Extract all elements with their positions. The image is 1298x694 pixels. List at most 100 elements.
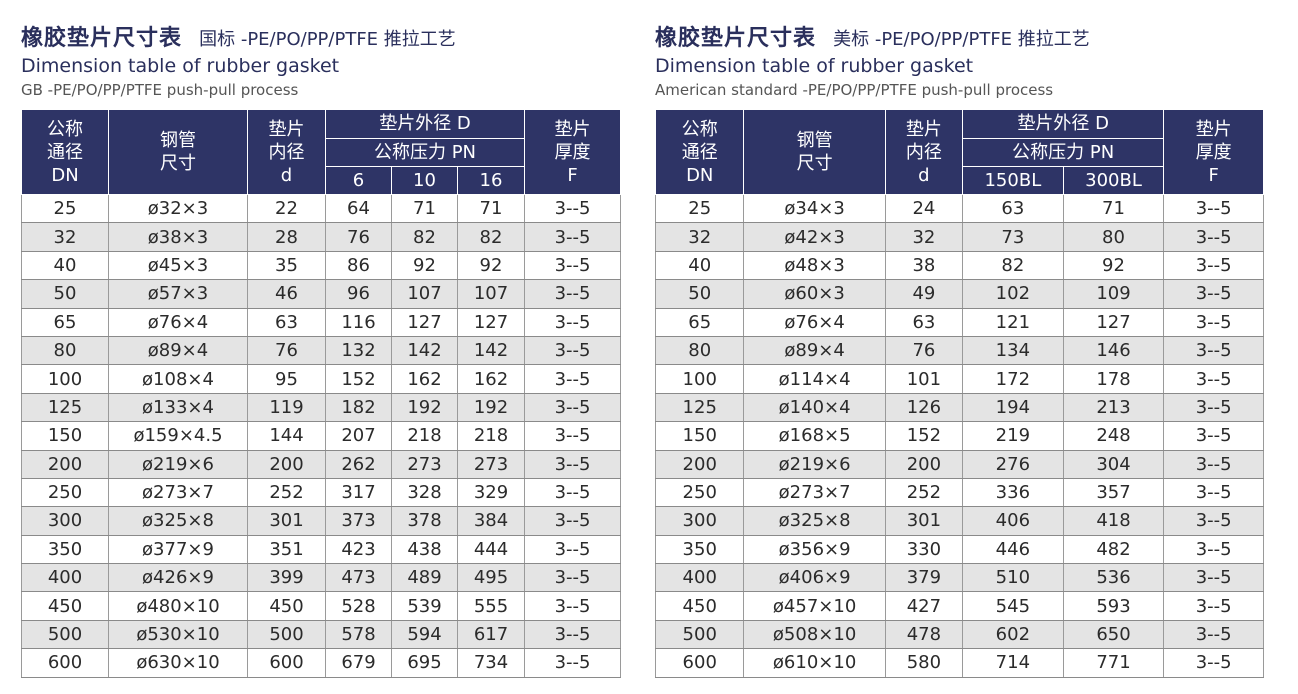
table-cell: 357 [1062, 478, 1165, 508]
table-row: 150 ø168×5 152 219 248 3--5 [654, 421, 1264, 451]
table-cell: ø630×10 [108, 648, 248, 678]
table-cell: ø42×3 [743, 222, 886, 252]
table-cell: 71 [456, 194, 526, 224]
table-cell: 100 [21, 364, 109, 394]
table-cell: 126 [884, 393, 964, 423]
table-row: 80 ø89×4 76 134 146 3--5 [654, 336, 1264, 366]
table-cell: 600 [247, 648, 326, 678]
table-cell: 63 [962, 194, 1064, 224]
table-row: 350 ø377×9 351 423 438 444 3--5 [21, 535, 622, 565]
table-cell: 555 [456, 591, 526, 621]
subtitle-english: American standard -PE/PO/PP/PTFE push-pu… [655, 81, 1054, 99]
table-cell: 3--5 [1163, 279, 1264, 309]
page-title: 橡胶垫片尺寸表 [21, 26, 183, 51]
table-cell: 3--5 [524, 450, 622, 479]
table-cell: 119 [247, 393, 326, 423]
table-cell: 3--5 [1163, 591, 1264, 621]
header-pn-6: 6 [325, 166, 392, 195]
table-cell: ø45×3 [108, 251, 248, 281]
table-cell: 172 [962, 364, 1064, 394]
table-cell: 28 [247, 222, 326, 252]
table-cell: 482 [1062, 535, 1165, 565]
table-cell: 162 [391, 364, 458, 394]
table-cell: ø114×4 [743, 364, 886, 394]
table-cell: 50 [21, 279, 109, 309]
title-line: 橡胶垫片尺寸表 美标 -PE/PO/PP/PTFE 推拉工艺 [655, 20, 1090, 51]
table-cell: 450 [654, 591, 745, 621]
table-cell: 450 [21, 591, 109, 621]
table-cell: 127 [456, 308, 526, 337]
table-cell: 3--5 [1163, 251, 1264, 281]
table-cell: 152 [884, 421, 964, 451]
table-cell: 32 [654, 222, 745, 252]
header-inner-diameter: 垫片 内径 d [247, 109, 326, 195]
page-title: 橡胶垫片尺寸表 [655, 26, 817, 51]
table-cell: 450 [247, 591, 326, 621]
header-outer-diameter: 垫片外径 D [962, 109, 1165, 139]
table-cell: ø377×9 [108, 535, 248, 565]
table-row: 25 ø32×3 22 64 71 71 3--5 [21, 194, 622, 224]
table-cell: 580 [884, 648, 964, 678]
table-cell: 107 [391, 279, 458, 309]
table-cell: 473 [325, 563, 392, 593]
table-cell: 478 [884, 620, 964, 650]
table-cell: 80 [21, 336, 109, 366]
table-cell: 600 [21, 648, 109, 678]
table-cell: ø273×7 [108, 478, 248, 508]
table-cell: 679 [325, 648, 392, 678]
table-cell: 248 [1062, 421, 1165, 451]
table-cell: 3--5 [524, 222, 622, 252]
table-cell: 593 [1062, 591, 1165, 621]
table-row: 600 ø630×10 600 679 695 734 3--5 [21, 648, 622, 678]
table-cell: 82 [391, 222, 458, 252]
header-pn-300bl: 300BL [1062, 166, 1165, 195]
table-row: 400 ø426×9 399 473 489 495 3--5 [21, 563, 622, 593]
table-cell: ø219×6 [108, 450, 248, 479]
table-cell: 200 [21, 450, 109, 479]
table-cell: ø89×4 [743, 336, 886, 366]
table-cell: 142 [391, 336, 458, 366]
table-cell: 444 [456, 535, 526, 565]
table-cell: ø168×5 [743, 421, 886, 451]
table-cell: 178 [1062, 364, 1165, 394]
header-dn: 公称 通径 DN [654, 109, 745, 195]
table-cell: 121 [962, 308, 1064, 337]
table-row: 150 ø159×4.5 144 207 218 218 3--5 [21, 421, 622, 451]
table-cell: 3--5 [524, 591, 622, 621]
table-cell: 650 [1062, 620, 1165, 650]
table-cell: 500 [247, 620, 326, 650]
table-cell: 3--5 [1163, 336, 1264, 366]
table-cell: 3--5 [524, 535, 622, 565]
table-cell: 96 [325, 279, 392, 309]
table-cell: ø530×10 [108, 620, 248, 650]
table-cell: 3--5 [524, 620, 622, 650]
gb-table-body: 25 ø32×3 22 64 71 71 3--5 32 ø38×3 28 76 82 82 3--5 40… [21, 194, 622, 678]
header-pipe-size: 钢管 尺寸 [743, 109, 886, 195]
table-cell: 65 [654, 308, 745, 337]
header-pn-16: 16 [456, 166, 526, 195]
table-row: 300 ø325×8 301 373 378 384 3--5 [21, 506, 622, 536]
header-thickness: 垫片 厚度 F [1163, 109, 1264, 195]
table-row: 125 ø133×4 119 182 192 192 3--5 [21, 393, 622, 423]
table-cell: 92 [1062, 251, 1165, 281]
table-cell: 714 [962, 648, 1064, 678]
table-cell: 329 [456, 478, 526, 508]
header-inner-diameter: 垫片 内径 d [884, 109, 964, 195]
table-row: 200 ø219×6 200 262 273 273 3--5 [21, 450, 622, 479]
table-cell: ø356×9 [743, 535, 886, 565]
table-row: 50 ø60×3 49 102 109 3--5 [654, 279, 1264, 309]
table-cell: 3--5 [524, 421, 622, 451]
header-pipe-size: 钢管 尺寸 [108, 109, 248, 195]
table-cell: 510 [962, 563, 1064, 593]
table-cell: 71 [391, 194, 458, 224]
table-cell: 500 [21, 620, 109, 650]
table-row: 400 ø406×9 379 510 536 3--5 [654, 563, 1264, 593]
table-cell: 146 [1062, 336, 1165, 366]
table-cell: 142 [456, 336, 526, 366]
table-cell: ø34×3 [743, 194, 886, 224]
title-english: Dimension table of rubber gasket [21, 55, 340, 77]
table-cell: 3--5 [524, 194, 622, 224]
table-cell: 252 [247, 478, 326, 508]
table-row: 125 ø140×4 126 194 213 3--5 [654, 393, 1264, 423]
table-cell: 50 [654, 279, 745, 309]
